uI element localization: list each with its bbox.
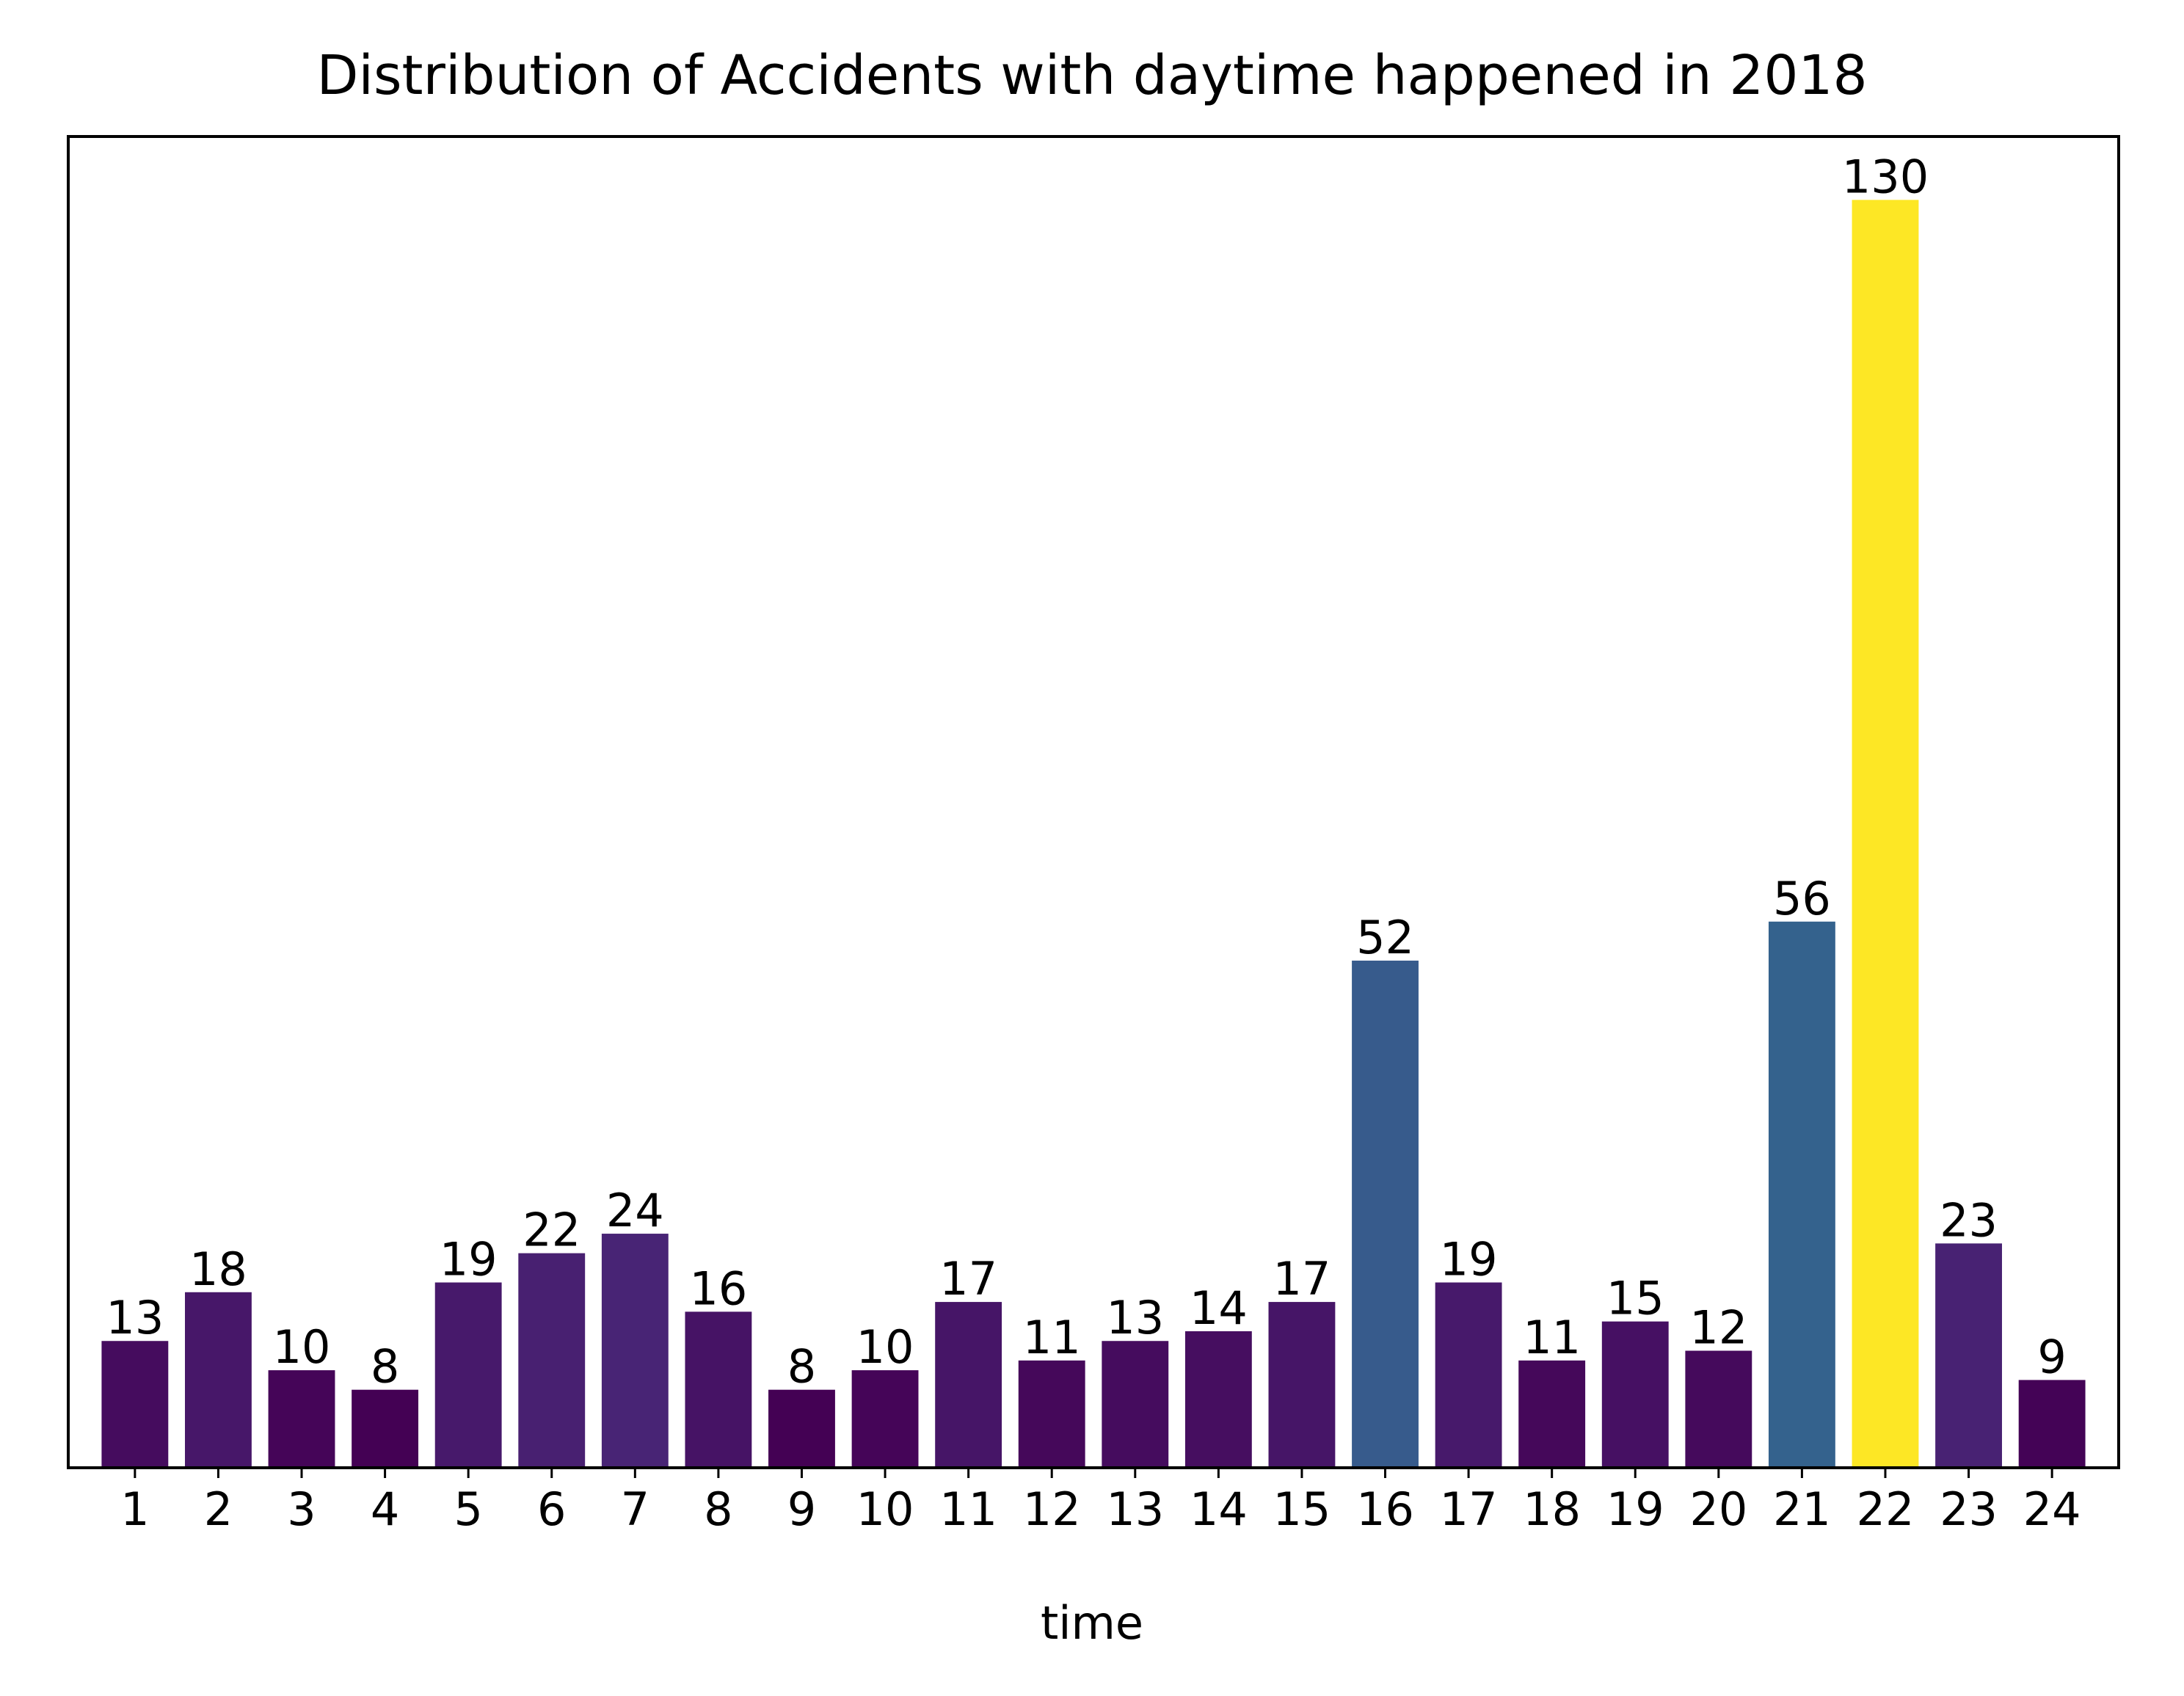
x-tick-label: 9: [787, 1482, 816, 1536]
bar-value-label: 15: [1606, 1272, 1664, 1325]
x-tick-label: 19: [1606, 1482, 1664, 1536]
bar-value-label: 13: [106, 1291, 164, 1344]
x-tick-label: 12: [1023, 1482, 1081, 1536]
bar-value-label: 12: [1689, 1301, 1747, 1355]
bar-22: [1852, 200, 1919, 1468]
bar-value-label: 16: [689, 1262, 747, 1315]
x-tick-label: 1: [120, 1482, 149, 1536]
bar-value-label: 130: [1842, 150, 1929, 203]
chart-title: Distribution of Accidents with daytime h…: [316, 44, 1867, 107]
bar-23: [1935, 1243, 2002, 1468]
bar-11: [935, 1302, 1002, 1468]
x-tick-label: 4: [371, 1482, 399, 1536]
bar-24: [2018, 1380, 2086, 1468]
bar-value-label: 19: [440, 1233, 498, 1286]
bar-6: [518, 1253, 586, 1468]
x-axis-label: time: [1041, 1596, 1143, 1650]
bar-value-label: 17: [939, 1252, 997, 1306]
x-tick-label: 11: [939, 1482, 997, 1536]
x-tick-label: 16: [1356, 1482, 1414, 1536]
x-tick-label: 15: [1273, 1482, 1331, 1536]
x-tick-label: 5: [454, 1482, 482, 1536]
bar-16: [1352, 960, 1419, 1468]
bar-value-label: 11: [1523, 1311, 1581, 1364]
bar-8: [685, 1311, 752, 1468]
x-tick-label: 10: [856, 1482, 914, 1536]
bar-2: [185, 1292, 252, 1468]
x-tick-label: 17: [1440, 1482, 1498, 1536]
x-tick-label: 18: [1523, 1482, 1581, 1536]
x-tick-label: 7: [621, 1482, 649, 1536]
x-tick-label: 8: [704, 1482, 732, 1536]
bar-20: [1685, 1350, 1752, 1468]
bar-value-label: 22: [523, 1204, 580, 1257]
bar-15: [1268, 1302, 1336, 1468]
bar-17: [1435, 1282, 1502, 1468]
bar-19: [1601, 1321, 1669, 1468]
bars-group: [101, 200, 2086, 1468]
bar-value-label: 8: [787, 1340, 816, 1394]
bar-7: [601, 1234, 669, 1468]
bar-5: [434, 1282, 502, 1468]
value-labels-group: 13 18 10 8 19 22 24 16 8 10 17 11 13 14 17 52 19 11 15 12 56…: [106, 150, 2066, 1393]
bar-9: [768, 1389, 835, 1468]
bar-13: [1102, 1341, 1169, 1468]
x-tick-label: 2: [204, 1482, 233, 1536]
x-tick-label: 21: [1773, 1482, 1831, 1536]
bar-value-label: 13: [1106, 1291, 1164, 1344]
bar-value-label: 56: [1773, 872, 1831, 925]
bar-3: [268, 1370, 335, 1468]
bar-value-label: 8: [371, 1340, 399, 1394]
bar-1: [101, 1341, 169, 1468]
bar-value-label: 23: [1940, 1193, 1998, 1247]
bar-21: [1768, 921, 1835, 1468]
bar-value-label: 19: [1440, 1233, 1498, 1286]
bar-10: [851, 1370, 919, 1468]
bar-value-label: 17: [1273, 1252, 1331, 1306]
bar-14: [1184, 1331, 1252, 1468]
bar-4: [352, 1389, 419, 1468]
bar-value-label: 10: [273, 1320, 331, 1374]
x-tick-label: 6: [537, 1482, 566, 1536]
bar-value-label: 18: [189, 1242, 247, 1296]
bar-value-label: 52: [1356, 911, 1414, 964]
x-tick-label: 24: [2023, 1482, 2081, 1536]
plot-area-frame: [67, 135, 2120, 1469]
x-tick-label: 22: [1857, 1482, 1915, 1536]
x-tick-label: 13: [1106, 1482, 1164, 1536]
x-axis-ticks: 1 2 3 4 5 6 7 8 9 10 11 12 13 14 15 16 17 18 19 20 21 22 23 24: [120, 1468, 2081, 1536]
x-tick-label: 3: [287, 1482, 316, 1536]
bar-18: [1518, 1360, 1586, 1468]
bar-value-label: 9: [2037, 1330, 2066, 1383]
bar-value-label: 14: [1190, 1281, 1248, 1335]
x-tick-label: 14: [1190, 1482, 1248, 1536]
x-tick-label: 23: [1940, 1482, 1998, 1536]
bar-12: [1018, 1360, 1085, 1468]
bar-value-label: 11: [1023, 1311, 1081, 1364]
bar-value-label: 24: [606, 1184, 664, 1237]
x-tick-label: 20: [1689, 1482, 1747, 1536]
bar-value-label: 10: [856, 1320, 914, 1374]
